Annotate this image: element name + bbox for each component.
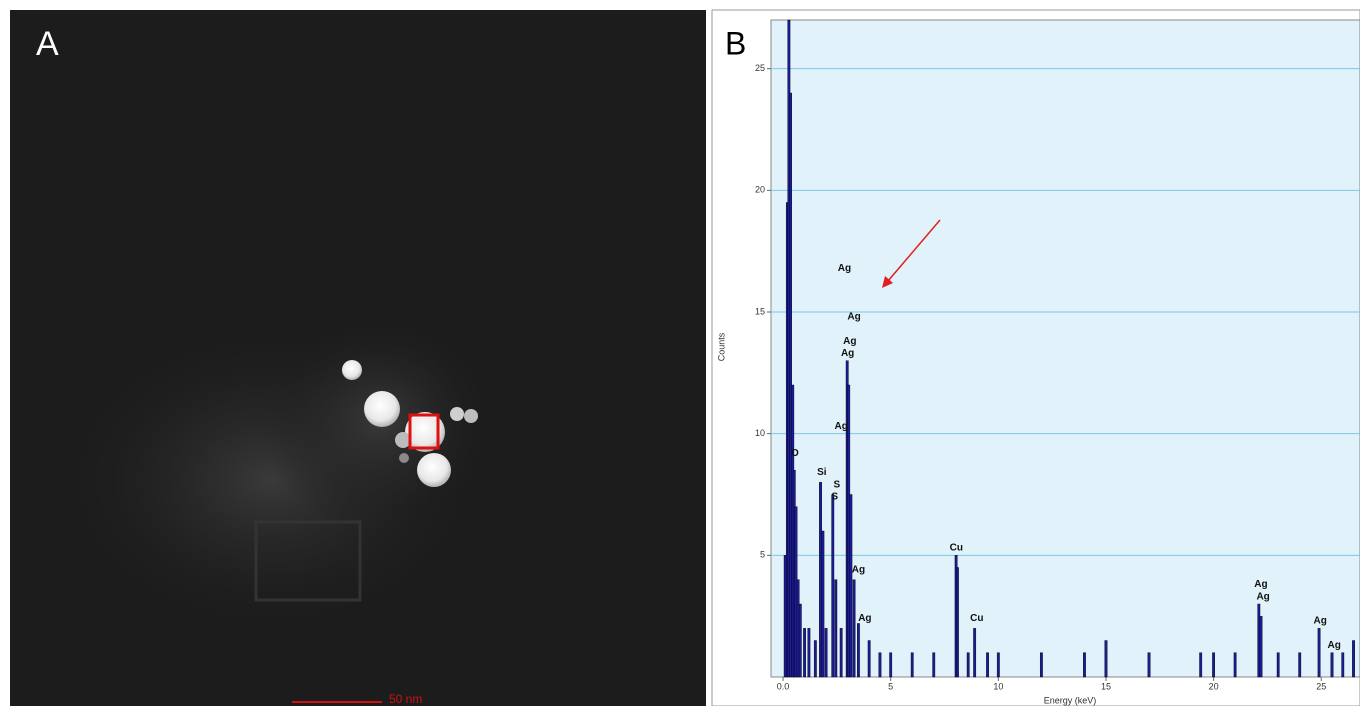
bar — [867, 640, 871, 678]
bar — [1352, 640, 1355, 678]
bar — [813, 640, 817, 678]
peak-label: O — [791, 448, 799, 459]
bar — [831, 494, 835, 678]
bar — [889, 652, 893, 678]
bar — [819, 482, 822, 678]
arrow-head — [882, 276, 893, 288]
bar — [1233, 652, 1237, 678]
particle — [364, 391, 400, 427]
peak-label: Ag — [838, 263, 851, 274]
panel-label: A — [36, 25, 59, 63]
x-axis-label: Energy (keV) — [1044, 695, 1097, 705]
peak-label: S — [831, 492, 838, 503]
bar — [849, 494, 853, 678]
particle — [464, 409, 478, 423]
region-box — [254, 520, 362, 602]
arrow-shaft — [887, 219, 941, 282]
bar — [1199, 652, 1203, 678]
bar — [807, 628, 811, 678]
panel-a: A 50 nm — [10, 10, 706, 706]
bar — [956, 567, 959, 678]
bar — [1147, 652, 1151, 678]
bar — [1104, 640, 1108, 678]
peak-label: Ag — [1254, 579, 1267, 590]
peak-label: Ag — [852, 565, 865, 576]
panel-b: B Counts Energy (keV) — [711, 9, 1360, 706]
bar — [1341, 652, 1345, 678]
y-tick-label: 20 — [755, 185, 765, 195]
bar — [824, 628, 828, 678]
bar — [1317, 628, 1321, 678]
scale-bar-label: 50 nm — [389, 692, 422, 706]
bar — [798, 603, 802, 678]
bar — [1259, 615, 1263, 678]
y-tick-label: 10 — [755, 428, 765, 438]
particle — [417, 453, 451, 487]
peak-label: Ag — [835, 421, 848, 432]
y-tick-label: 25 — [755, 63, 765, 73]
particle — [399, 453, 409, 463]
y-axis-label: Counts — [716, 332, 726, 361]
bar — [1298, 652, 1302, 678]
x-tick-label: 20 — [1209, 681, 1219, 691]
bar — [1330, 652, 1334, 678]
particle — [405, 412, 445, 452]
x-tick-label: 15 — [1101, 681, 1111, 691]
bar — [821, 530, 825, 678]
x-tick-label: 10 — [993, 681, 1003, 691]
bar — [1276, 652, 1280, 678]
bar — [986, 652, 989, 678]
peak-label: Ag — [1256, 591, 1269, 602]
peak-label: Ag — [1314, 616, 1327, 627]
bar — [852, 579, 856, 678]
selection-box — [408, 413, 440, 450]
peak-label: Ag — [858, 613, 871, 624]
y-tick-label: 15 — [755, 306, 765, 316]
peak-label: Cu — [950, 543, 963, 554]
bar — [966, 652, 970, 678]
bar — [910, 652, 914, 678]
particle — [395, 432, 411, 448]
x-tick-label: 5 — [888, 681, 893, 691]
y-tick-label: 5 — [760, 550, 765, 560]
bar — [1039, 652, 1043, 678]
peak-label: Si — [817, 467, 827, 478]
bar — [1212, 652, 1216, 678]
x-tick-label: 0.0 — [777, 681, 790, 691]
peak-label: Ag — [1327, 640, 1340, 651]
bar — [878, 652, 882, 678]
bar — [803, 628, 806, 678]
bar — [996, 652, 1000, 678]
peak-label: S — [834, 479, 841, 490]
panel-label: B — [725, 25, 746, 61]
particle — [450, 407, 464, 421]
peak-label: Ag — [841, 348, 854, 359]
bar — [932, 652, 936, 678]
x-tick-label: 25 — [1316, 681, 1326, 691]
plot-area — [770, 19, 1360, 678]
peak-label: Cu — [970, 613, 983, 624]
particle — [342, 360, 362, 380]
bar — [834, 579, 838, 678]
arrow — [882, 219, 941, 288]
bar — [973, 628, 977, 678]
bar — [839, 628, 843, 678]
bar — [857, 623, 860, 678]
peak-label: Ag — [847, 312, 860, 323]
bar — [1083, 652, 1086, 678]
peak-label: Ag — [843, 336, 856, 347]
